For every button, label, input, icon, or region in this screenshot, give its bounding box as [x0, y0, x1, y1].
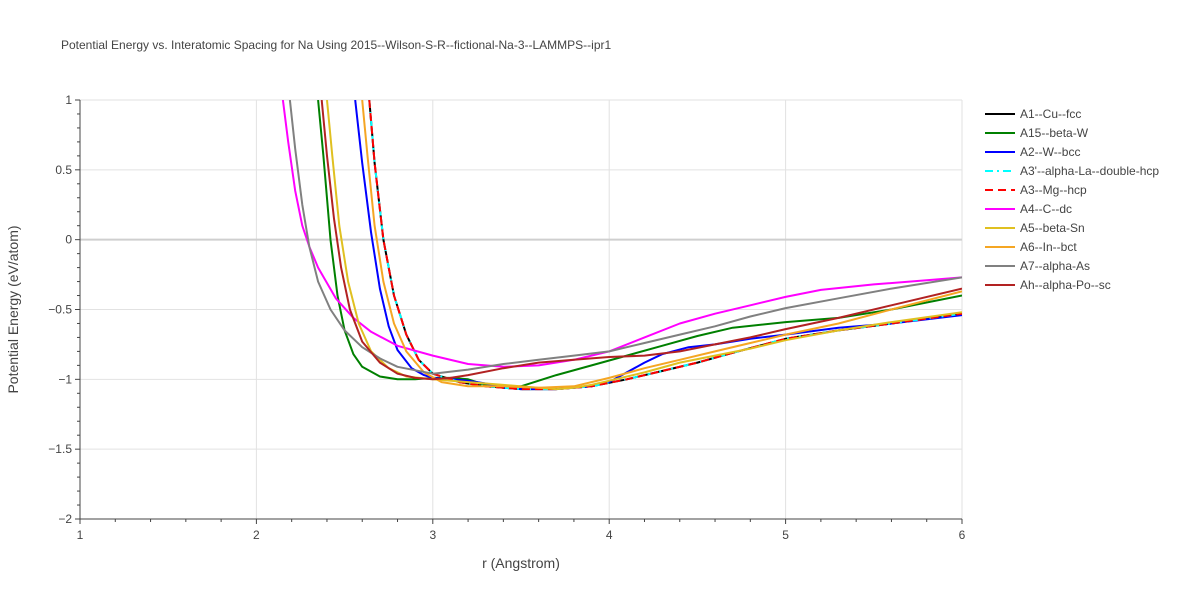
- x-tick-label: 2: [253, 528, 260, 542]
- y-tick-label: −2: [58, 512, 72, 526]
- x-tick-label: 5: [782, 528, 789, 542]
- y-tick-label: 0.5: [55, 163, 72, 177]
- legend-item[interactable]: A3'--alpha-La--double-hcp: [985, 164, 1159, 178]
- legend-item[interactable]: A3--Mg--hcp: [985, 183, 1087, 197]
- legend-item[interactable]: Ah--alpha-Po--sc: [985, 278, 1111, 292]
- legend-label: A3'--alpha-La--double-hcp: [1020, 164, 1159, 178]
- y-tick-label: 0: [65, 233, 72, 247]
- legend-label: Ah--alpha-Po--sc: [1020, 278, 1111, 292]
- x-axis-title: r (Angstrom): [482, 555, 560, 571]
- legend-label: A5--beta-Sn: [1020, 221, 1085, 235]
- y-tick-label: 1: [65, 93, 72, 107]
- legend-label: A4--C--dc: [1020, 202, 1072, 216]
- chart-title: Potential Energy vs. Interatomic Spacing…: [61, 38, 612, 52]
- legend-item[interactable]: A6--In--bct: [985, 240, 1077, 254]
- legend-label: A3--Mg--hcp: [1020, 183, 1087, 197]
- x-tick-label: 1: [77, 528, 84, 542]
- series-line: [288, 100, 962, 375]
- legend-item[interactable]: A5--beta-Sn: [985, 221, 1085, 235]
- legend-label: A7--alpha-As: [1020, 259, 1090, 273]
- axes: [75, 99, 963, 524]
- y-axis-title: Potential Energy (eV/atom): [5, 225, 21, 393]
- series-line: [361, 100, 962, 389]
- legend-item[interactable]: A15--beta-W: [985, 126, 1089, 140]
- x-tick-label: 6: [959, 528, 966, 542]
- plot-area: [281, 100, 962, 391]
- legend-item[interactable]: A4--C--dc: [985, 202, 1072, 216]
- y-tick-label: −0.5: [48, 303, 72, 317]
- x-tick-label: 4: [606, 528, 613, 542]
- y-tick-label: −1: [58, 372, 72, 386]
- legend-label: A2--W--bcc: [1020, 145, 1080, 159]
- legend[interactable]: A1--Cu--fcc A15--beta-W A2--W--bcc A3'--alp…: [985, 107, 1159, 292]
- legend-label: A1--Cu--fcc: [1020, 107, 1081, 121]
- series-line: [326, 100, 962, 391]
- legend-label: A6--In--bct: [1020, 240, 1077, 254]
- series-line: [368, 100, 962, 391]
- series-line: [320, 100, 962, 381]
- legend-item[interactable]: A2--W--bcc: [985, 145, 1080, 159]
- y-tick-label: −1.5: [48, 442, 72, 456]
- tick-labels: 1 2 3 4 5 6 1 0.5 0 −0.5 −1 −1.5 −2: [48, 93, 965, 542]
- x-tick-label: 3: [429, 528, 436, 542]
- legend-item[interactable]: A1--Cu--fcc: [985, 107, 1081, 121]
- gridlines: [80, 99, 963, 519]
- legend-label: A15--beta-W: [1020, 126, 1089, 140]
- legend-item[interactable]: A7--alpha-As: [985, 259, 1090, 273]
